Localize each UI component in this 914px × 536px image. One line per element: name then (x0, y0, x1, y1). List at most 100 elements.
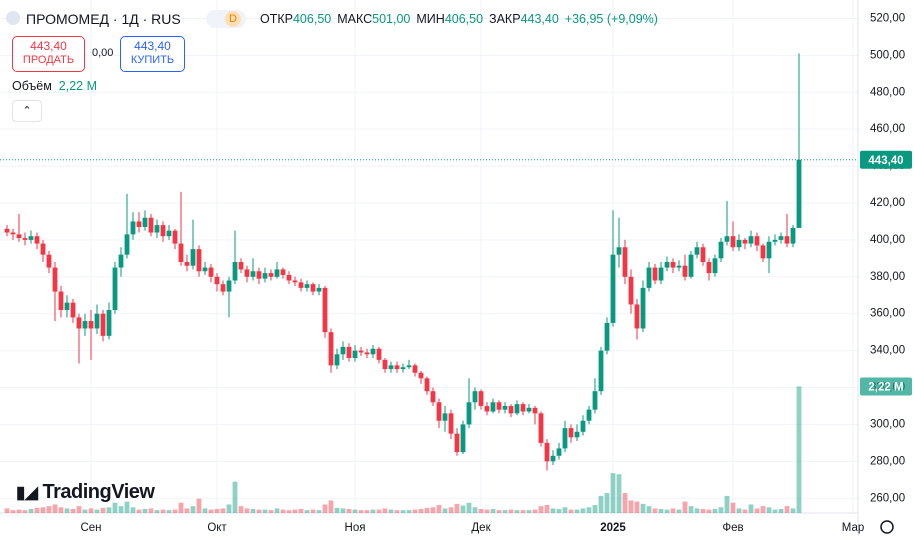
volume-bar (286, 510, 292, 513)
candle-body (160, 225, 166, 237)
volume-bar (556, 509, 562, 513)
volume-bar (382, 508, 388, 513)
volume-bar (448, 507, 454, 513)
market-badge[interactable]: D (225, 11, 241, 27)
volume-bar (406, 510, 412, 513)
volume-bar (58, 507, 64, 513)
x-tick-label: Ноя (345, 522, 366, 534)
volume-bar (538, 506, 544, 513)
candle-body (280, 269, 286, 275)
volume-bar (580, 508, 586, 513)
candle-body (142, 217, 148, 227)
logo-mark: ▮◢ (16, 483, 38, 502)
volume-bar (328, 500, 334, 513)
candle-body (544, 442, 550, 462)
candle-body (370, 348, 376, 355)
candle-body (118, 254, 124, 268)
volume-bar (724, 495, 730, 513)
candle-body (274, 269, 280, 277)
candle-body (136, 221, 142, 227)
buy-button[interactable]: 443,40 КУПИТЬ (120, 36, 185, 72)
candle-body (526, 407, 532, 412)
volume-bar (730, 502, 736, 513)
sell-button[interactable]: 443,40 ПРОДАТЬ (12, 36, 85, 72)
candle-body (406, 365, 412, 368)
candle-body (694, 247, 700, 255)
candle-body (34, 236, 40, 244)
volume-bar (352, 509, 358, 513)
volume-bar (184, 508, 190, 513)
candle-body (772, 239, 778, 242)
y-tick-label: 520,00 (870, 12, 905, 24)
volume-bar (700, 509, 706, 513)
y-tick-label: 400,00 (870, 234, 905, 246)
candle-body (712, 258, 718, 274)
candle-body (376, 348, 382, 360)
volume-bar (736, 508, 742, 513)
candle-body (538, 413, 544, 443)
candle-body (328, 332, 334, 366)
candle-body (310, 284, 316, 292)
volume-bar (418, 509, 424, 513)
candle-body (124, 234, 130, 255)
candle-body (766, 241, 772, 259)
candle-body (130, 221, 136, 235)
candle-body (478, 391, 484, 406)
volume-bar (484, 509, 490, 513)
ohlc-value: 406,50 (444, 12, 484, 26)
candle-body (106, 310, 112, 336)
candle-body (220, 284, 226, 292)
volume-bar (682, 501, 688, 513)
volume-bar (514, 510, 520, 513)
candle-body (4, 228, 10, 233)
volume-bar (796, 386, 802, 513)
candle-body (226, 280, 232, 292)
volume-bar (526, 510, 532, 513)
candle-body (286, 274, 292, 281)
y-tick-label: 340,00 (870, 345, 905, 357)
candle-body (454, 433, 460, 453)
volume-bar (592, 505, 598, 513)
candle-body (400, 367, 406, 370)
candle-body (778, 236, 784, 240)
volume-bar (94, 509, 100, 513)
volume-bar (124, 501, 130, 513)
volume-bar (748, 504, 754, 513)
candle-body (64, 302, 70, 311)
candle-body (76, 317, 82, 329)
candle-body (292, 280, 298, 283)
candle-body (706, 262, 712, 274)
candle-body (22, 238, 28, 240)
volume-bar (154, 510, 160, 513)
volume-bar (442, 508, 448, 513)
volume-legend: Объём 2,22 M (12, 79, 97, 93)
y-tick-label: 380,00 (870, 271, 905, 283)
candle-body (700, 247, 706, 263)
volume-bar (22, 510, 28, 513)
volume-bar (544, 505, 550, 513)
sell-label: ПРОДАТЬ (22, 54, 75, 66)
volume-bar (562, 507, 568, 513)
volume-bar (520, 510, 526, 513)
candle-body (616, 247, 622, 255)
symbol-title[interactable]: ПРОМОМЕД · 1Д · RUS (26, 11, 181, 27)
volume-bar (82, 509, 88, 513)
volume-bar (130, 507, 136, 513)
candle-body (658, 267, 664, 281)
volume-bar (316, 510, 322, 513)
last-price-badge (860, 150, 912, 169)
y-tick-label: 280,00 (870, 455, 905, 467)
candle-body (40, 243, 46, 255)
settings-icon[interactable] (880, 520, 894, 534)
volume-bar (760, 506, 766, 513)
volume-bar (178, 502, 184, 513)
candle-body (532, 407, 538, 414)
logo[interactable]: ▮◢ TradingView (16, 481, 155, 504)
buy-price: 443,40 (134, 39, 171, 53)
candle-body (238, 262, 244, 270)
candle-body (724, 236, 730, 242)
candle-body (550, 455, 556, 462)
collapse-button[interactable]: ⌃ (12, 100, 42, 122)
candle-body (304, 284, 310, 288)
